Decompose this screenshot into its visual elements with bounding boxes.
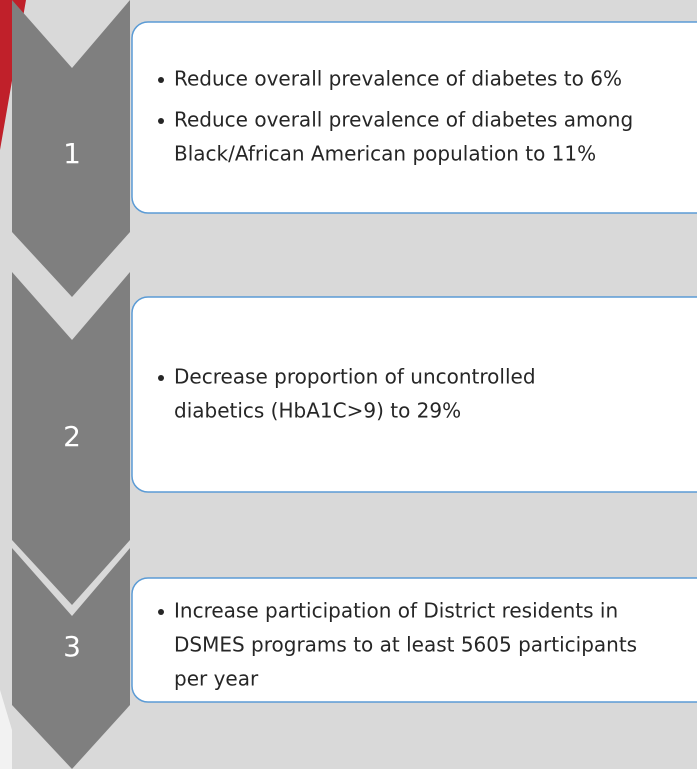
chevron xyxy=(12,272,130,605)
bullet-dot xyxy=(158,375,164,381)
bullet-text: per year xyxy=(174,667,259,691)
bullet-text: diabetics (HbA1C>9) to 29% xyxy=(174,399,461,423)
step-number: 1 xyxy=(63,137,81,170)
bullet-text: Increase participation of District resid… xyxy=(174,599,618,623)
bullet-text: Black/African American population to 11% xyxy=(174,142,596,166)
text-box xyxy=(131,577,697,703)
chevron xyxy=(12,0,130,297)
bullet-text: DSMES programs to at least 5605 particip… xyxy=(174,633,637,657)
bullet-dot xyxy=(158,118,164,124)
bullet-text: Reduce overall prevalence of diabetes am… xyxy=(174,108,633,132)
bullet-text: Decrease proportion of uncontrolled xyxy=(174,365,536,389)
text-box xyxy=(131,21,697,214)
bullet-dot xyxy=(158,77,164,83)
text-box xyxy=(131,296,697,493)
step-number: 2 xyxy=(63,420,81,453)
step-number: 3 xyxy=(63,630,81,663)
white-accent xyxy=(0,690,12,769)
bullet-text: Reduce overall prevalence of diabetes to… xyxy=(174,67,622,91)
chevron xyxy=(12,548,130,769)
bullet-dot xyxy=(158,609,164,615)
